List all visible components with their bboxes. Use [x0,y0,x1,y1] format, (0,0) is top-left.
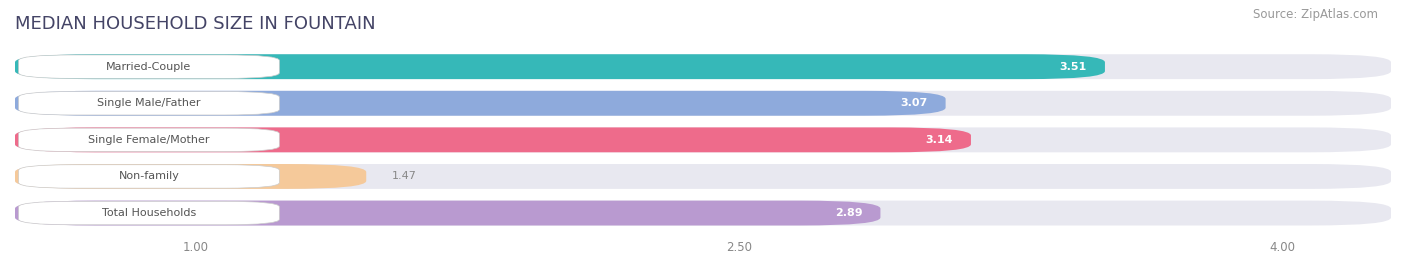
Text: Non-family: Non-family [118,171,180,182]
FancyBboxPatch shape [15,201,1391,225]
FancyBboxPatch shape [18,91,280,115]
FancyBboxPatch shape [15,164,366,189]
FancyBboxPatch shape [18,128,280,151]
Text: 3.14: 3.14 [925,135,953,145]
FancyBboxPatch shape [15,54,1391,79]
FancyBboxPatch shape [15,201,880,225]
FancyBboxPatch shape [15,91,946,116]
Text: Single Female/Mother: Single Female/Mother [89,135,209,145]
Text: 3.07: 3.07 [900,98,928,108]
Text: 3.51: 3.51 [1060,62,1087,72]
FancyBboxPatch shape [18,165,280,188]
Text: Source: ZipAtlas.com: Source: ZipAtlas.com [1253,8,1378,21]
FancyBboxPatch shape [15,128,1391,152]
FancyBboxPatch shape [15,128,972,152]
Text: Single Male/Father: Single Male/Father [97,98,201,108]
FancyBboxPatch shape [15,54,1105,79]
FancyBboxPatch shape [18,55,280,78]
FancyBboxPatch shape [15,164,1391,189]
Text: 1.47: 1.47 [392,171,416,182]
FancyBboxPatch shape [18,201,280,225]
Text: MEDIAN HOUSEHOLD SIZE IN FOUNTAIN: MEDIAN HOUSEHOLD SIZE IN FOUNTAIN [15,15,375,33]
Text: Married-Couple: Married-Couple [107,62,191,72]
FancyBboxPatch shape [15,91,1391,116]
Text: 2.89: 2.89 [835,208,862,218]
Text: Total Households: Total Households [101,208,195,218]
